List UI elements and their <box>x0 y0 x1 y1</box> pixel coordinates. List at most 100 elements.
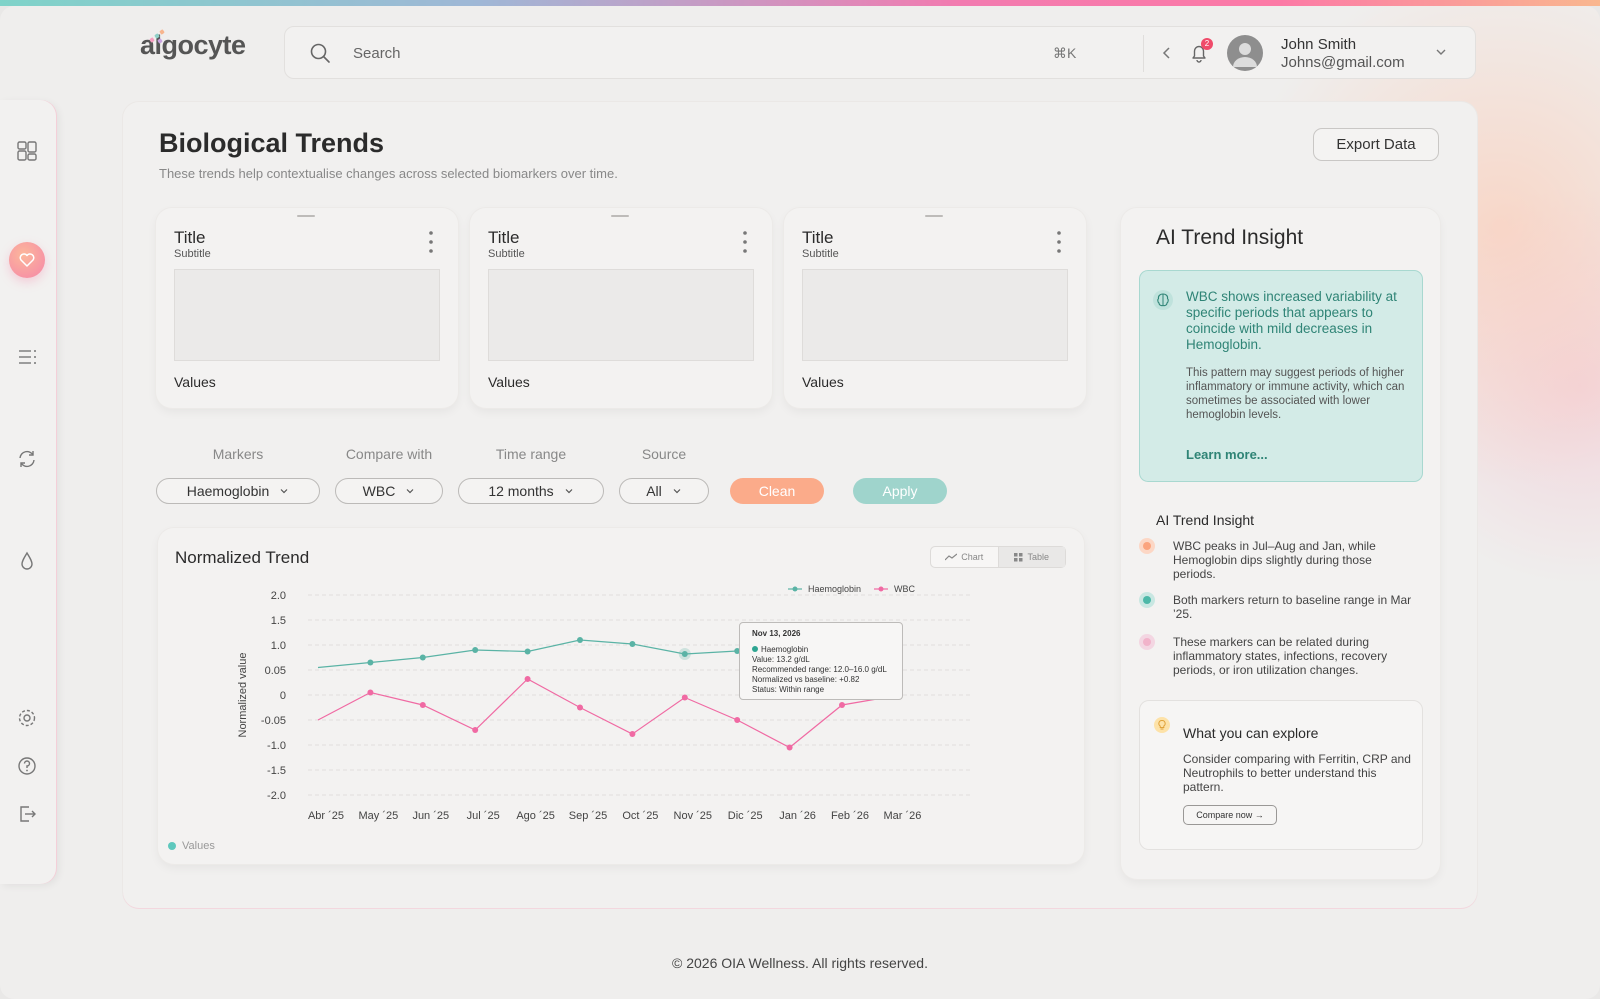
y-tick-label: 0 <box>280 690 286 702</box>
data-point <box>786 744 793 751</box>
insight-subheading: AI Trend Insight <box>1156 512 1255 528</box>
explore-title: What you can explore <box>1183 725 1319 741</box>
card-subtitle: Subtitle <box>174 248 211 260</box>
chart-tooltip: Nov 13, 2026 Haemoglobin Value: 13.2 g/d… <box>739 622 903 700</box>
legend-label: WBC <box>894 584 915 594</box>
x-tick-label: Abr ´25 <box>308 810 344 822</box>
drag-handle[interactable] <box>611 215 629 217</box>
data-point <box>734 717 741 723</box>
data-point <box>472 647 479 653</box>
search-shortcut: ⌘K <box>1053 45 1077 61</box>
sidebar-item-trends[interactable] <box>9 242 45 278</box>
user-email: Johns@gmail.com <box>1281 54 1405 71</box>
summary-card[interactable]: Title Subtitle Values <box>784 208 1086 408</box>
user-avatar-icon <box>1233 43 1257 67</box>
footer-text: © 2026 OIA Wellness. All rights reserved… <box>672 955 928 971</box>
learn-more-link[interactable]: Learn more... <box>1186 447 1268 462</box>
tooltip-value: Value: 13.2 g/dL <box>752 655 810 664</box>
tooltip-date: Nov 13, 2026 <box>752 629 801 638</box>
header-bar: ⌘K 2 John Smith Johns@gmail.com <box>284 26 1476 79</box>
y-tick-label: -2.0 <box>267 790 286 802</box>
search-input[interactable] <box>353 41 953 65</box>
page-subtitle: These trends help contextualise changes … <box>159 166 618 181</box>
more-vertical-icon[interactable] <box>1056 230 1062 254</box>
trend-chart: 2.0 1.5 1.0 0.05 0 -0.05 -1.0 -1.5 -2.0 Normalize… <box>237 584 970 822</box>
x-tick-label: May ´25 <box>359 810 399 822</box>
chevron-down-icon <box>280 489 288 494</box>
x-tick-label: Jun ´25 <box>412 810 449 822</box>
compare-select[interactable]: WBC <box>335 478 443 504</box>
explore-text: Consider comparing with Ferritin, CRP an… <box>1183 752 1411 794</box>
summary-card[interactable]: Title Subtitle Values <box>156 208 458 408</box>
data-point <box>839 702 845 708</box>
compare-label: Compare with <box>345 446 433 462</box>
insight-item: These markers can be related during infl… <box>1173 635 1388 677</box>
markers-label: Markers <box>212 446 264 462</box>
avatar[interactable] <box>1227 35 1263 71</box>
logout-icon[interactable] <box>16 803 38 825</box>
export-data-button[interactable]: Export Data <box>1313 128 1439 161</box>
top-gradient-bar <box>0 0 1600 6</box>
chevron-down-icon <box>565 489 573 494</box>
drag-handle[interactable] <box>925 215 943 217</box>
clean-button[interactable]: Clean <box>730 478 824 504</box>
source-value: All <box>646 483 662 499</box>
list-icon[interactable] <box>16 346 38 368</box>
data-point <box>367 659 374 666</box>
time-range-label: Time range <box>495 446 567 462</box>
normalized-trend-card: Normalized Trend Chart Table 2.0 1.5 1.0 0.… <box>158 528 1084 864</box>
more-vertical-icon[interactable] <box>428 230 434 254</box>
tooltip-baseline: Normalized vs baseline: +0.82 <box>752 675 860 684</box>
data-point <box>524 648 531 655</box>
lightbulb-icon <box>1154 717 1170 733</box>
time-range-select[interactable]: 12 months <box>458 478 604 504</box>
tooltip-status: Status: Within range <box>752 685 825 694</box>
tooltip-range: Recommended range: 12.0–16.0 g/dL <box>752 665 887 674</box>
gear-icon[interactable] <box>16 707 38 729</box>
tooltip-series-dot <box>752 646 758 652</box>
card-placeholder <box>174 269 440 361</box>
values-legend: Values <box>168 840 215 852</box>
card-values-label: Values <box>802 374 844 390</box>
chevron-down-icon <box>673 489 681 494</box>
insight-highlight: WBC shows increased variability at speci… <box>1139 270 1423 482</box>
refresh-icon[interactable] <box>16 448 38 470</box>
insight-detail-text: This pattern may suggest periods of high… <box>1186 367 1405 421</box>
summary-card[interactable]: Title Subtitle Values <box>470 208 772 408</box>
insight-bullet-icon <box>1139 538 1155 554</box>
x-tick-label: Ago ´25 <box>516 810 555 822</box>
markers-select[interactable]: Haemoglobin <box>156 478 320 504</box>
data-point <box>629 641 636 647</box>
time-range-value: 12 months <box>488 483 554 499</box>
x-tick-label: Jul ´25 <box>467 810 500 822</box>
data-point <box>367 689 374 696</box>
drag-handle[interactable] <box>297 215 315 217</box>
dashboard-icon[interactable] <box>16 140 38 162</box>
help-icon[interactable] <box>16 755 38 777</box>
source-select[interactable]: All <box>619 478 709 504</box>
drop-icon[interactable] <box>16 550 38 572</box>
grid-icon <box>1014 552 1023 561</box>
card-subtitle: Subtitle <box>488 248 525 260</box>
apply-button[interactable]: Apply <box>853 478 947 504</box>
chevron-left-icon[interactable] <box>1157 43 1177 63</box>
header-divider <box>1143 35 1144 72</box>
y-tick-label: -0.05 <box>261 715 286 727</box>
toggle-chart-button[interactable]: Chart <box>931 547 999 567</box>
bell-icon[interactable] <box>1187 41 1211 65</box>
data-point <box>577 704 583 711</box>
card-values-label: Values <box>488 374 530 390</box>
legend-dot <box>792 586 798 592</box>
data-point <box>629 731 636 737</box>
toggle-table-button[interactable]: Table <box>998 547 1065 567</box>
legend-dot <box>878 586 884 592</box>
y-tick-label: 0.05 <box>265 665 286 677</box>
compare-now-button[interactable]: Compare now → <box>1183 805 1277 825</box>
x-tick-label: Nov ´25 <box>674 810 713 822</box>
logo[interactable]: algocyte <box>140 29 246 61</box>
card-values-label: Values <box>174 374 216 390</box>
chevron-down-icon[interactable] <box>1433 44 1449 60</box>
source-label: Source <box>641 446 687 462</box>
more-vertical-icon[interactable] <box>742 230 748 254</box>
values-legend-label: Values <box>182 840 215 852</box>
